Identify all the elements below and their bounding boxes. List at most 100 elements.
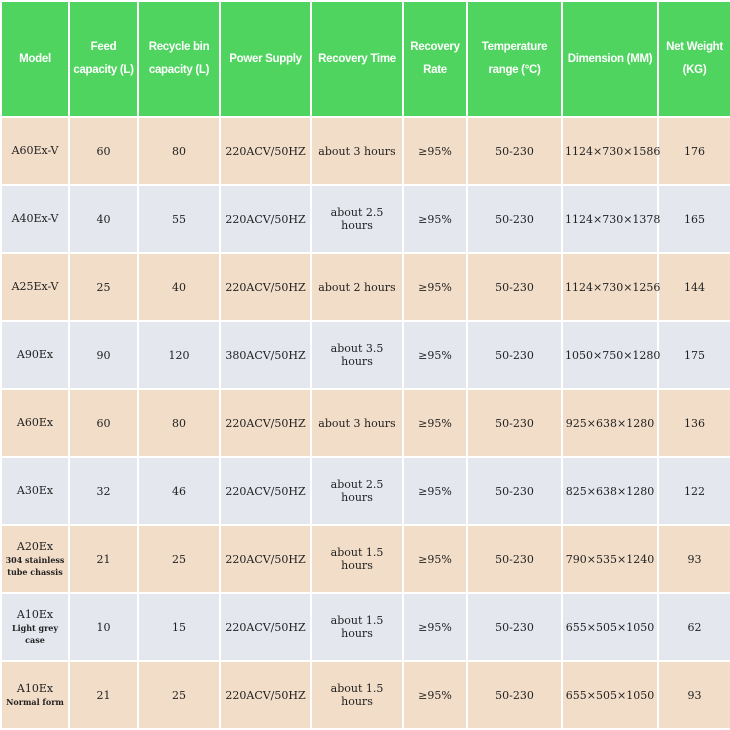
- cell-dimension: 925×638×1280: [561, 388, 659, 458]
- header-net-weight: Net Weight (KG): [657, 0, 730, 118]
- cell-temperature-range: 50-230: [466, 660, 563, 730]
- model-note: Normal form: [6, 697, 64, 707]
- cell-feed-capacity: 21: [68, 660, 139, 730]
- cell-recovery-time: about 3 hours: [310, 116, 404, 186]
- cell-recovery-rate: ≥95%: [402, 592, 468, 662]
- cell-recycle-bin-capacity: 80: [137, 388, 221, 458]
- cell-power-supply: 220ACV/50HZ: [219, 184, 312, 254]
- cell-temperature-range: 50-230: [466, 456, 563, 526]
- cell-power-supply: 380ACV/50HZ: [219, 320, 312, 390]
- cell-recovery-time: about 3 hours: [310, 388, 404, 458]
- model-name: A90Ex: [16, 348, 54, 361]
- cell-temperature-range: 50-230: [466, 592, 563, 662]
- table-row: A30Ex 32 46 220ACV/50HZ about 2.5 hours ≥95% 5…: [0, 456, 730, 526]
- cell-recovery-time: about 1.5 hours: [310, 592, 404, 662]
- model-name: A60Ex-V: [11, 144, 59, 157]
- cell-power-supply: 220ACV/50HZ: [219, 524, 312, 594]
- model-name: A10Ex: [16, 682, 54, 695]
- header-recovery-time: Recovery Time: [310, 0, 404, 118]
- cell-recovery-rate: ≥95%: [402, 524, 468, 594]
- cell-recycle-bin-capacity: 25: [137, 660, 221, 730]
- cell-dimension: 790×535×1240: [561, 524, 659, 594]
- header-feed-capacity: Feed capacity (L): [68, 0, 139, 118]
- cell-recovery-rate: ≥95%: [402, 116, 468, 186]
- cell-feed-capacity: 32: [68, 456, 139, 526]
- cell-recovery-rate: ≥95%: [402, 252, 468, 322]
- cell-temperature-range: 50-230: [466, 116, 563, 186]
- cell-net-weight: 136: [657, 388, 730, 458]
- cell-recovery-rate: ≥95%: [402, 320, 468, 390]
- cell-feed-capacity: 90: [68, 320, 139, 390]
- header-temperature-range: Temperature range (°C): [466, 0, 563, 118]
- cell-recycle-bin-capacity: 15: [137, 592, 221, 662]
- header-row: Model Feed capacity (L) Recycle bin capaci…: [0, 0, 730, 118]
- header-model: Model: [0, 0, 70, 118]
- table-row: A10Ex Light grey case 10 15 220ACV/50HZ about…: [0, 592, 730, 662]
- cell-model: A60Ex: [0, 388, 70, 458]
- cell-power-supply: 220ACV/50HZ: [219, 252, 312, 322]
- cell-model: A60Ex-V: [0, 116, 70, 186]
- cell-feed-capacity: 40: [68, 184, 139, 254]
- cell-model: A30Ex: [0, 456, 70, 526]
- cell-recycle-bin-capacity: 120: [137, 320, 221, 390]
- cell-net-weight: 122: [657, 456, 730, 526]
- table-row: A40Ex-V 40 55 220ACV/50HZ about 2.5 hours ≥95…: [0, 184, 730, 254]
- cell-feed-capacity: 60: [68, 388, 139, 458]
- cell-model: A10Ex Normal form: [0, 660, 70, 730]
- cell-recovery-rate: ≥95%: [402, 388, 468, 458]
- table-row: A60Ex-V 60 80 220ACV/50HZ about 3 hours ≥95% 5…: [0, 116, 730, 186]
- cell-power-supply: 220ACV/50HZ: [219, 388, 312, 458]
- cell-power-supply: 220ACV/50HZ: [219, 660, 312, 730]
- model-note: 304 stainless tube chassis: [5, 555, 65, 577]
- cell-recovery-time: about 2 hours: [310, 252, 404, 322]
- cell-recycle-bin-capacity: 55: [137, 184, 221, 254]
- model-name: A10Ex: [16, 608, 54, 621]
- cell-feed-capacity: 60: [68, 116, 139, 186]
- cell-recovery-time: about 2.5 hours: [310, 184, 404, 254]
- cell-recycle-bin-capacity: 25: [137, 524, 221, 594]
- cell-recovery-rate: ≥95%: [402, 660, 468, 730]
- cell-recovery-time: about 2.5 hours: [310, 456, 404, 526]
- cell-dimension: 655×505×1050: [561, 592, 659, 662]
- cell-feed-capacity: 25: [68, 252, 139, 322]
- cell-power-supply: 220ACV/50HZ: [219, 592, 312, 662]
- cell-feed-capacity: 21: [68, 524, 139, 594]
- model-name: A40Ex-V: [11, 212, 59, 225]
- cell-dimension: 655×505×1050: [561, 660, 659, 730]
- cell-temperature-range: 50-230: [466, 524, 563, 594]
- model-name: A20Ex: [16, 540, 54, 553]
- cell-feed-capacity: 10: [68, 592, 139, 662]
- cell-model: A10Ex Light grey case: [0, 592, 70, 662]
- cell-model: A90Ex: [0, 320, 70, 390]
- table-row: A25Ex-V 25 40 220ACV/50HZ about 2 hours ≥95% 5…: [0, 252, 730, 322]
- cell-net-weight: 175: [657, 320, 730, 390]
- cell-temperature-range: 50-230: [466, 320, 563, 390]
- cell-net-weight: 93: [657, 524, 730, 594]
- model-name: A60Ex: [16, 416, 54, 429]
- model-note: Light grey case: [11, 623, 59, 645]
- cell-recovery-time: about 1.5 hours: [310, 660, 404, 730]
- table-row: A10Ex Normal form 21 25 220ACV/50HZ about 1.5…: [0, 660, 730, 730]
- header-recovery-rate: Recovery Rate: [402, 0, 468, 118]
- cell-temperature-range: 50-230: [466, 388, 563, 458]
- cell-net-weight: 176: [657, 116, 730, 186]
- table-row: A90Ex 90 120 380ACV/50HZ about 3.5 hours ≥95%…: [0, 320, 730, 390]
- cell-recovery-rate: ≥95%: [402, 184, 468, 254]
- cell-net-weight: 62: [657, 592, 730, 662]
- header-dimension: Dimension (MM): [561, 0, 659, 118]
- cell-dimension: 1124×730×1586: [561, 116, 660, 186]
- model-name: A25Ex-V: [11, 280, 59, 293]
- cell-temperature-range: 50-230: [466, 184, 563, 254]
- cell-recovery-time: about 3.5 hours: [310, 320, 404, 390]
- cell-model: A20Ex 304 stainless tube chassis: [0, 524, 70, 594]
- cell-net-weight: 144: [657, 252, 730, 322]
- cell-recovery-time: about 1.5 hours: [310, 524, 404, 594]
- cell-dimension: 825×638×1280: [561, 456, 659, 526]
- header-power-supply: Power Supply: [219, 0, 312, 118]
- cell-net-weight: 93: [657, 660, 730, 730]
- cell-recovery-rate: ≥95%: [402, 456, 468, 526]
- cell-model: A40Ex-V: [0, 184, 70, 254]
- cell-model: A25Ex-V: [0, 252, 70, 322]
- cell-net-weight: 165: [657, 184, 730, 254]
